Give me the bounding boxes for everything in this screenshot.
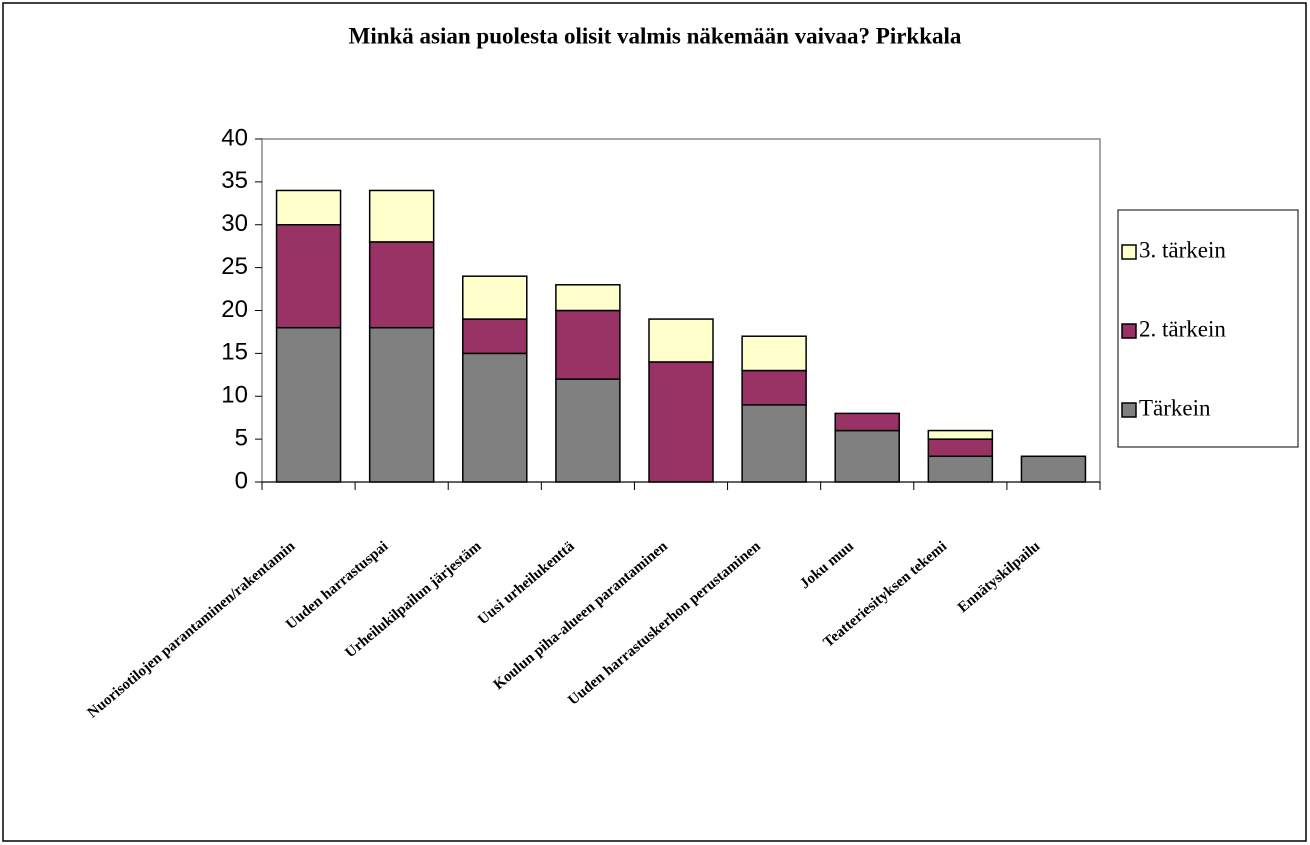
bar-segment <box>275 224 342 329</box>
bar-segment <box>368 241 435 329</box>
bar-segment <box>462 318 528 355</box>
bar-segment <box>834 429 900 483</box>
bar-segment <box>741 404 807 483</box>
bar-segment <box>741 335 807 372</box>
bar-segment <box>555 378 621 483</box>
chart-title: Minkä asian puolesta olisit valmis näkem… <box>349 23 962 48</box>
legend-label: Tärkein <box>1139 395 1211 420</box>
y-tick-label: 35 <box>221 167 248 194</box>
y-tick-label: 15 <box>221 339 248 366</box>
bar-segment <box>275 326 342 483</box>
bar-segment <box>462 352 528 483</box>
bar-segment <box>927 438 994 458</box>
legend-swatch <box>1121 402 1137 418</box>
y-tick-label: 20 <box>221 296 248 323</box>
bar-segment <box>555 284 621 312</box>
y-tick-label: 30 <box>221 210 248 237</box>
legend-swatch <box>1121 244 1137 260</box>
y-tick-label: 10 <box>221 382 248 409</box>
y-tick-label: 5 <box>235 424 248 451</box>
bar-segment <box>275 189 342 226</box>
bar-segment <box>1020 455 1087 483</box>
bar-segment <box>927 455 994 483</box>
bar-segment <box>462 275 528 320</box>
bar-segment <box>834 412 900 432</box>
bar-segment <box>648 361 714 483</box>
legend <box>1117 209 1299 448</box>
bar-segment <box>927 429 994 440</box>
y-tick-label: 40 <box>221 124 248 151</box>
bar-segment <box>555 309 621 380</box>
bar-segment <box>368 326 435 483</box>
legend-label: 3. tärkein <box>1139 237 1226 262</box>
legend-label: 2. tärkein <box>1139 316 1226 341</box>
y-tick-label: 0 <box>235 467 248 494</box>
legend-swatch <box>1121 323 1137 339</box>
bar-segment <box>648 318 714 363</box>
y-tick-label: 25 <box>221 253 248 280</box>
bar-segment <box>741 369 807 406</box>
bar-segment <box>368 189 435 243</box>
